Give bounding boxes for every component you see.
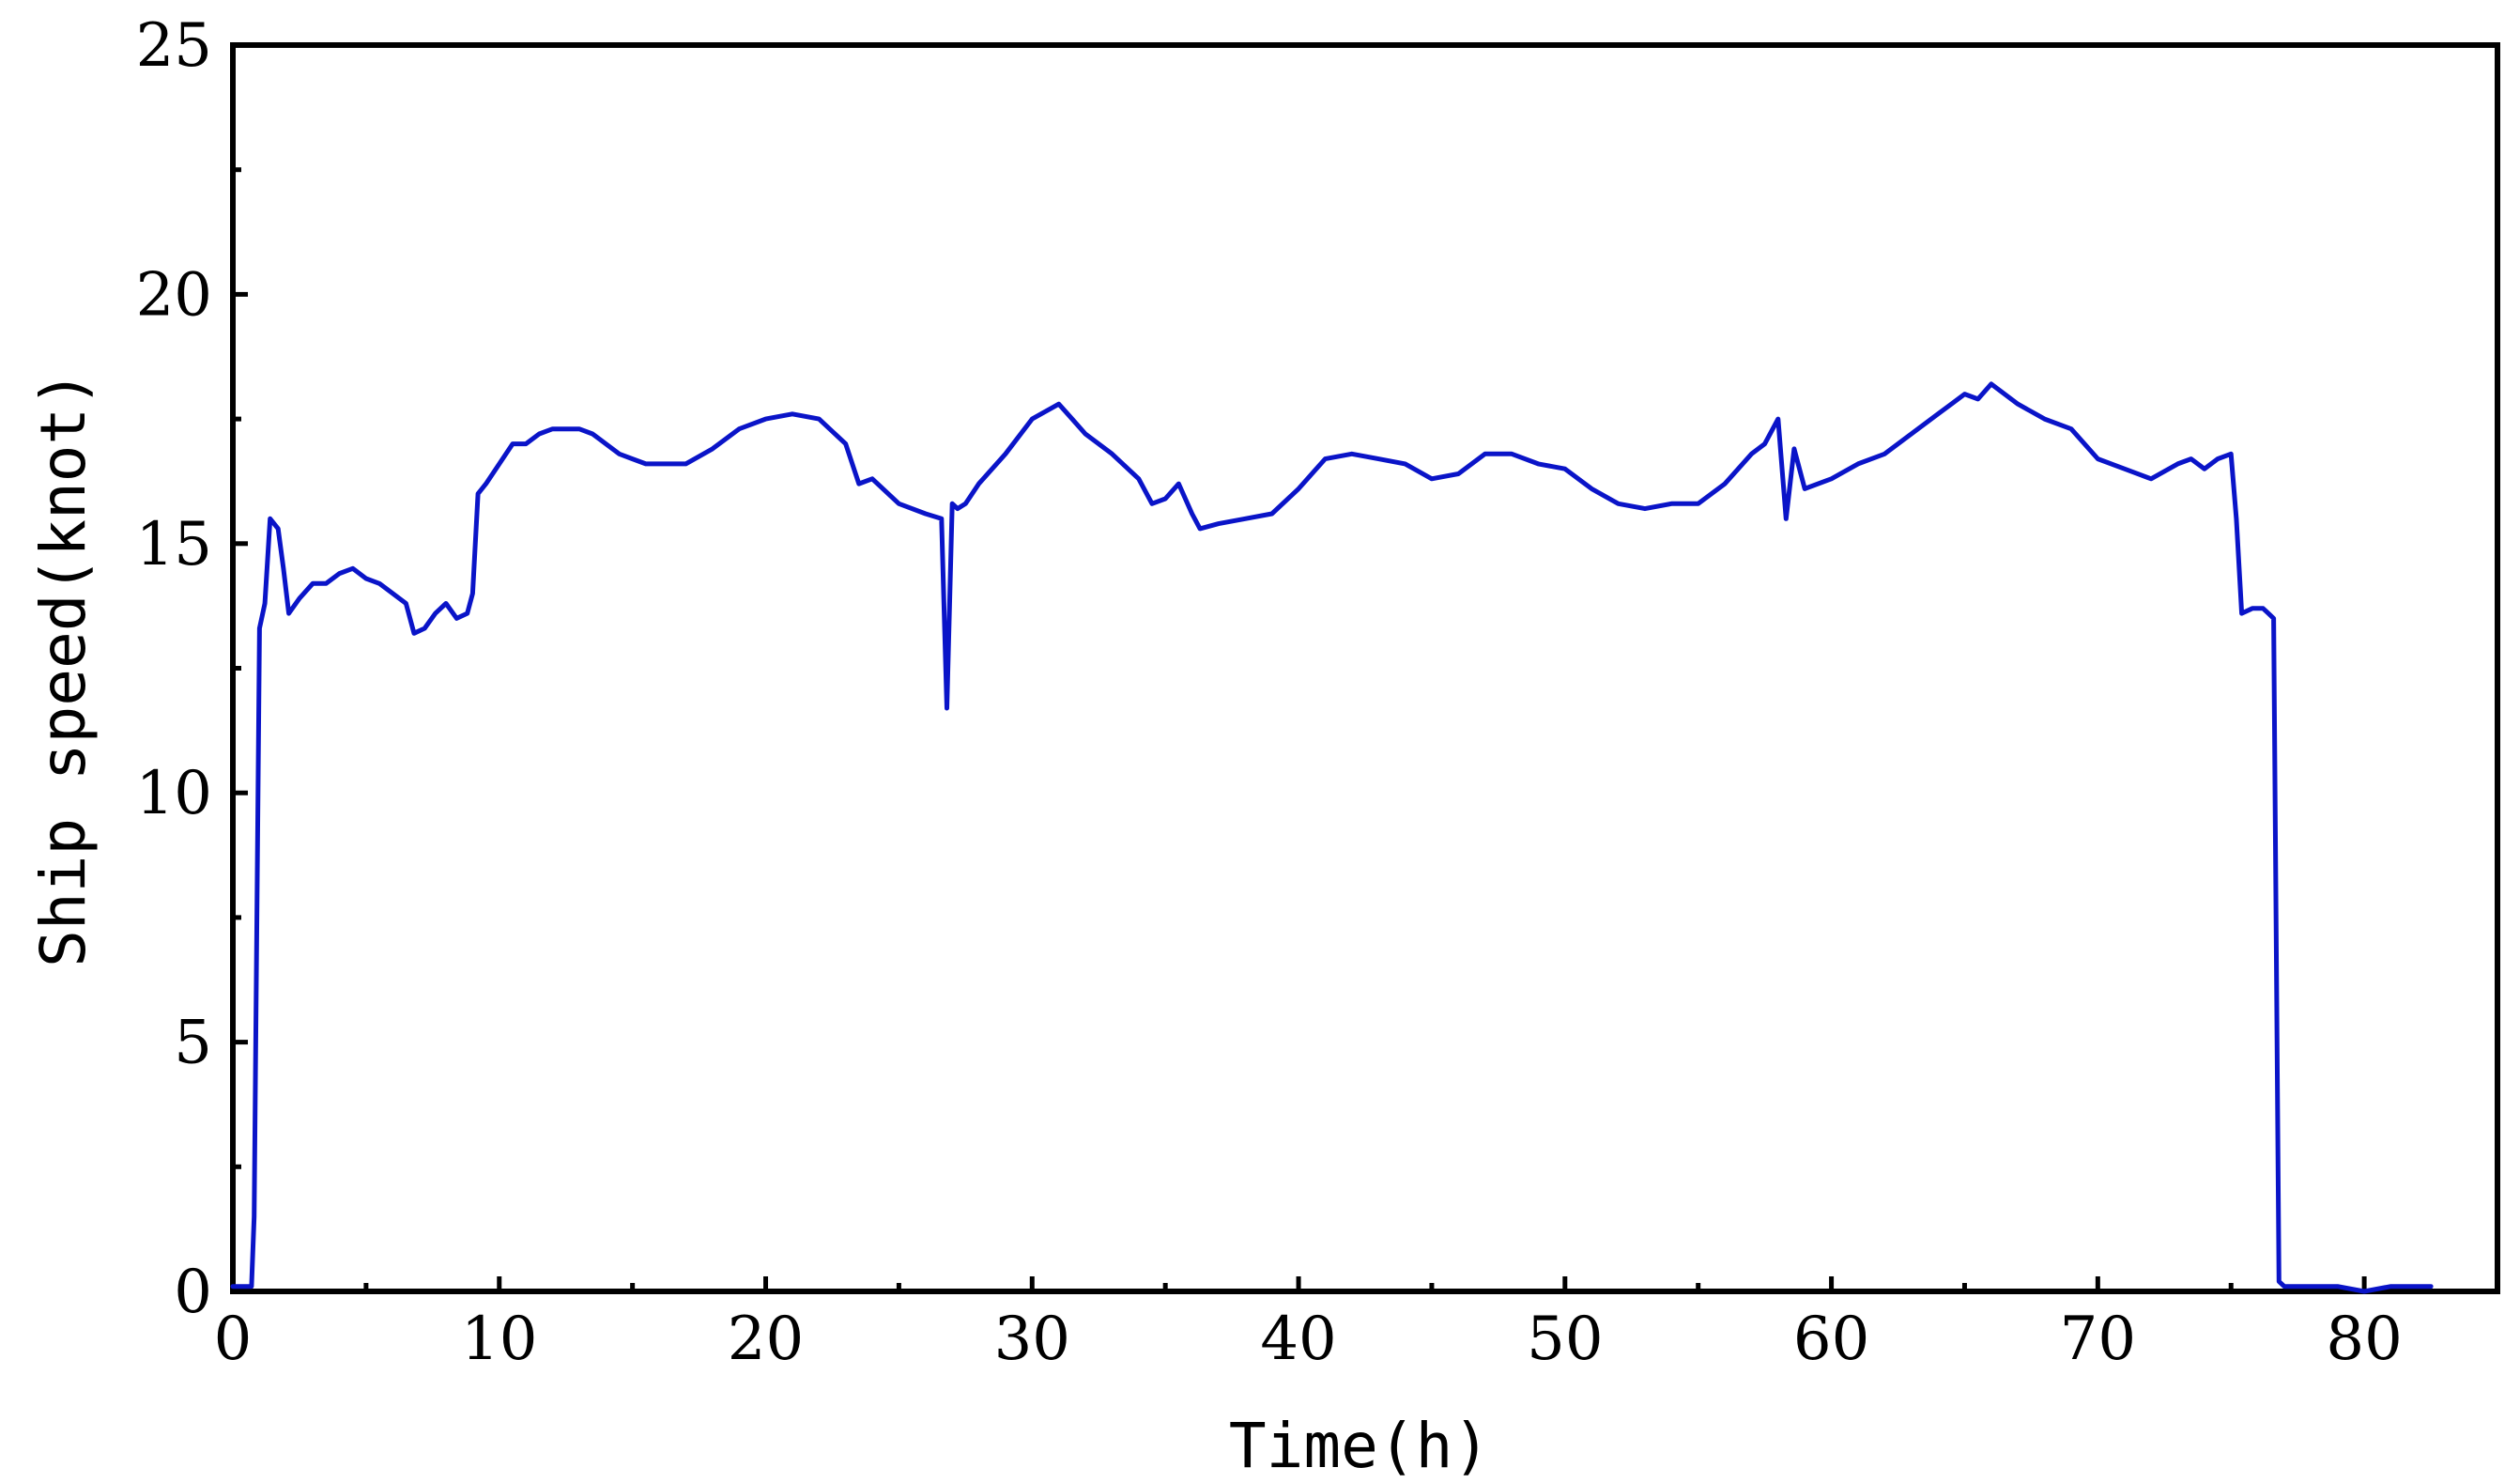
y-tick-label: 15 [136, 510, 212, 579]
x-tick-label: 0 [214, 1305, 253, 1374]
tick-labels: 0 10 20 30 40 50 60 70 80 0 5 10 15 20 25 [136, 11, 2403, 1374]
x-tick-label: 30 [994, 1305, 1070, 1374]
x-tick-label: 60 [1793, 1305, 1869, 1374]
y-axis-title: Ship speed(knot) [27, 370, 100, 967]
y-tick-label: 20 [136, 260, 212, 330]
x-tick-label: 40 [1260, 1305, 1336, 1374]
y-tick-label: 5 [174, 1009, 212, 1078]
x-axis-title: Time(h) [1229, 1410, 1490, 1482]
y-tick-label: 25 [136, 11, 212, 81]
x-tick-label: 50 [1527, 1305, 1603, 1374]
plot-frame [230, 42, 2500, 1294]
x-tick-label: 10 [461, 1305, 537, 1374]
x-tick-label: 20 [728, 1305, 804, 1374]
axis-ticks [230, 42, 2367, 1294]
x-tick-label: 80 [2326, 1305, 2402, 1374]
y-tick-label: 0 [174, 1258, 212, 1327]
ship-speed-line [230, 381, 2434, 1294]
y-tick-label: 10 [136, 759, 212, 828]
x-tick-label: 70 [2060, 1305, 2136, 1374]
